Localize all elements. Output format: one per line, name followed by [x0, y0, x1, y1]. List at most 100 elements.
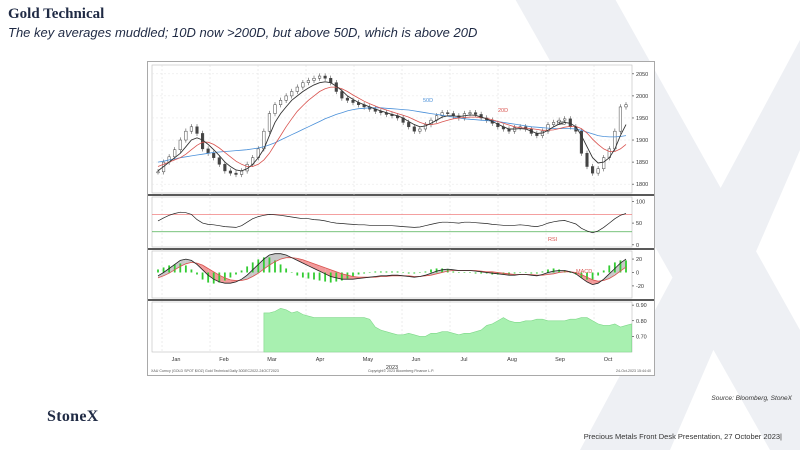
macd-histogram-bar — [240, 270, 243, 273]
price-tick-label: 1850 — [636, 160, 648, 166]
price-candle — [273, 104, 277, 114]
panel-frame-macd — [151, 250, 633, 299]
macd-histogram-bar — [329, 272, 332, 283]
price-candle — [212, 153, 216, 158]
macd-histogram-bar — [535, 272, 538, 274]
price-candle — [345, 97, 349, 101]
macd-histogram-bar — [519, 272, 522, 273]
macd-histogram-bar — [313, 272, 315, 280]
ma10-label: 10D — [556, 121, 566, 127]
macd-histogram-bar — [301, 272, 304, 278]
bloomberg-footer-right: 24-Oct-2023 15:44:40 — [616, 369, 651, 373]
price-candle — [217, 157, 221, 165]
ma50-line — [157, 107, 627, 163]
macd-spread-fill — [614, 263, 621, 276]
price-candle — [468, 112, 472, 114]
vol-area — [263, 307, 632, 353]
macd-histogram-bar — [407, 272, 410, 274]
macd-histogram-bar — [424, 271, 427, 273]
ma10-line — [157, 81, 627, 172]
macd-spread-fill — [169, 264, 175, 274]
macd-signal-line — [157, 257, 627, 282]
price-candle — [579, 130, 583, 154]
macd-histogram-bar — [363, 272, 366, 274]
macd-histogram-bar — [608, 265, 611, 273]
macd-spread-fill — [213, 271, 220, 282]
macd-histogram-bar — [179, 263, 182, 273]
macd-histogram-bar — [474, 272, 477, 274]
month-tick-label: Mar — [267, 357, 277, 363]
price-tick-label: 2050 — [636, 72, 648, 78]
macd-histogram-bar — [318, 272, 321, 281]
macd-histogram-bar — [307, 272, 310, 279]
price-candle — [418, 128, 422, 132]
macd-histogram-bar — [251, 262, 254, 273]
price-tick-label: 1950 — [636, 116, 648, 122]
macd-histogram-bar — [452, 271, 455, 273]
price-candle — [602, 157, 606, 169]
chart-svg: Jan Feb Mar Apr May Jun Jul Aug Sep Oct 2023 1800 18… — [148, 64, 654, 373]
macd-histogram-bar — [430, 269, 432, 273]
month-tick-label: Jan — [172, 357, 181, 363]
price-tick-label: 2000 — [636, 94, 648, 100]
price-tick-label: 1900 — [636, 138, 648, 144]
price-candle — [284, 95, 288, 101]
rsi-tick-label: 100 — [636, 199, 645, 205]
bloomberg-footer-center: Copyright© 2023 Bloomberg Finance L.P. — [368, 369, 434, 373]
price-candle — [446, 112, 450, 114]
macd-histogram-bar — [413, 272, 416, 274]
macd-histogram-bar — [379, 271, 382, 273]
macd-histogram-bar — [357, 272, 360, 275]
macd-spread-fill — [302, 259, 309, 266]
slide-title: Gold Technical — [8, 6, 105, 22]
price-tick-label: 1800 — [636, 182, 648, 188]
macd-spread-fill — [431, 271, 437, 276]
gold-technical-chart: Jan Feb Mar Apr May Jun Jul Aug Sep Oct 2023 1800 18… — [147, 61, 655, 376]
macd-histogram-bar — [262, 257, 265, 273]
macd-histogram-bar — [368, 272, 371, 273]
source-note: Source: Bloomberg, StoneX — [711, 395, 792, 402]
price-candle — [228, 170, 232, 174]
macd-histogram-bar — [335, 272, 338, 282]
price-candle — [585, 153, 589, 167]
month-tick-label: Sep — [555, 357, 565, 363]
price-candle — [173, 149, 177, 158]
macd-histogram-bar — [418, 272, 421, 273]
macd-spread-fill — [224, 277, 231, 284]
macd-histogram-bar — [257, 259, 260, 273]
price-candle — [329, 77, 333, 83]
rsi-tick-label: 50 — [636, 221, 642, 227]
macd-tick-label: -20 — [636, 284, 644, 290]
macd-histogram-bar — [613, 262, 616, 273]
macd-histogram-bar — [279, 264, 282, 273]
ma50-label: 50D — [423, 98, 433, 104]
month-tick-label: May — [363, 357, 374, 363]
price-candle — [423, 124, 427, 130]
month-tick-label: Jul — [460, 357, 467, 363]
price-candle — [440, 112, 444, 117]
vol-tick-label: 0.80 — [636, 319, 647, 325]
price-candle — [290, 91, 294, 97]
macd-histogram-bar — [513, 272, 516, 274]
macd-histogram-bar — [184, 265, 187, 273]
price-candle — [318, 75, 322, 79]
price-candle — [156, 171, 160, 174]
rsi-tick-label: 0 — [636, 243, 639, 249]
macd-histogram-bar — [463, 272, 466, 273]
macd-histogram-bar — [530, 272, 533, 274]
macd-histogram-bar — [340, 272, 343, 281]
month-tick-label: Aug — [507, 357, 517, 363]
vol-tick-label: 0.90 — [636, 303, 647, 309]
price-candle — [267, 113, 271, 132]
macd-label: MACD — [576, 269, 592, 275]
price-candle — [184, 130, 188, 141]
macd-histogram-bar — [201, 272, 204, 280]
bloomberg-footer-left: XAU Curncy (GOLD SPOT $/OZ) Gold Technic… — [151, 369, 279, 373]
macd-histogram-bar — [435, 268, 438, 273]
rsi-line — [157, 211, 627, 234]
price-candle — [412, 126, 416, 132]
price-candle — [301, 82, 305, 88]
macd-spread-fill — [174, 260, 181, 270]
macd-histogram-bar — [396, 271, 399, 273]
macd-histogram-bar — [196, 272, 198, 275]
